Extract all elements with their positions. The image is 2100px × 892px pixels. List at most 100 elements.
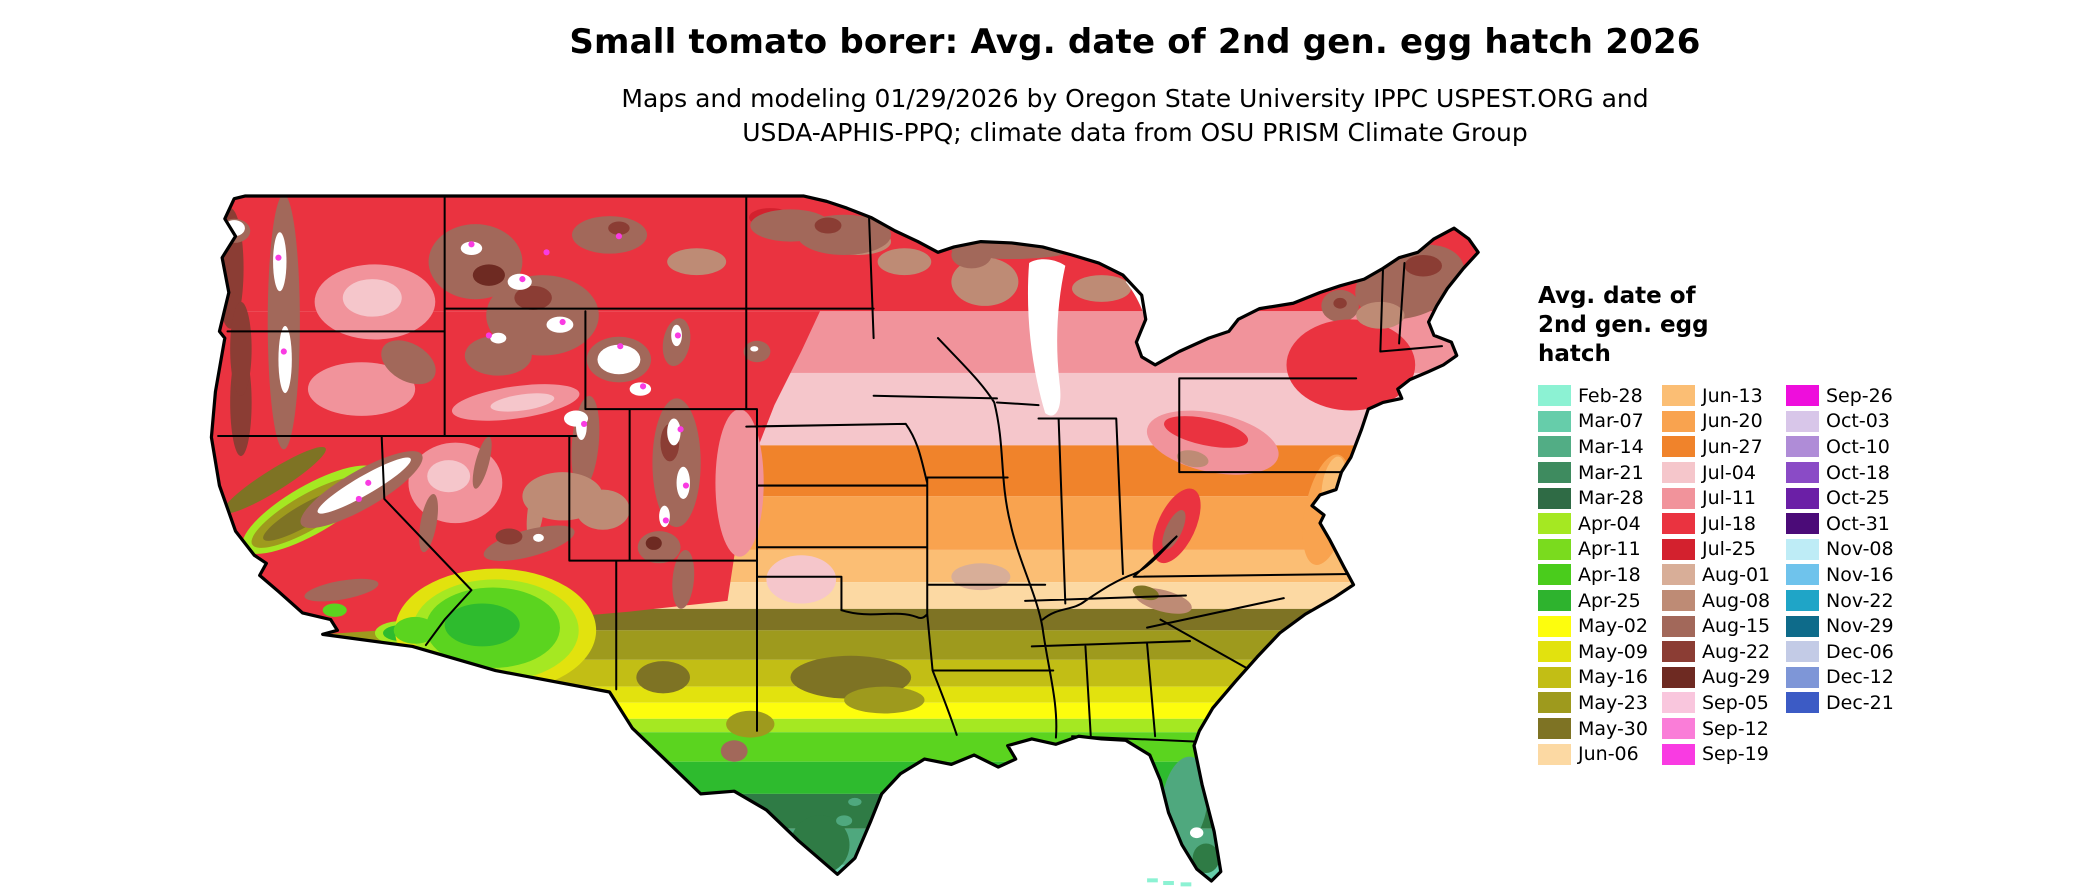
legend-label: Nov-22: [1826, 589, 1894, 612]
legend-item-Nov-08: Nov-08: [1786, 537, 1910, 563]
legend-item-Sep-26: Sep-26: [1786, 383, 1910, 409]
map-high-elevation-specks: [275, 233, 690, 524]
legend-label: Aug-29: [1702, 666, 1771, 689]
legend-swatch: [1538, 385, 1571, 407]
legend-swatch: [1786, 692, 1819, 714]
legend-item-May-09: May-09: [1538, 639, 1662, 665]
legend-label: Sep-26: [1826, 384, 1893, 407]
legend-swatch: [1662, 718, 1695, 740]
legend-label: Jul-18: [1702, 512, 1756, 535]
legend-label: Mar-21: [1578, 461, 1644, 484]
legend-swatch: [1786, 385, 1819, 407]
legend-item-Jul-11: Jul-11: [1662, 485, 1786, 511]
legend-item-Oct-31: Oct-31: [1786, 511, 1910, 537]
legend-swatch: [1662, 564, 1695, 586]
legend-label: Apr-04: [1578, 512, 1641, 535]
legend-item-May-16: May-16: [1538, 665, 1662, 691]
legend-label: Mar-07: [1578, 410, 1644, 433]
legend-item-Mar-21: Mar-21: [1538, 460, 1662, 486]
legend-swatch: [1662, 410, 1695, 432]
legend-item-Aug-01: Aug-01: [1662, 562, 1786, 588]
legend-item-Sep-19: Sep-19: [1662, 741, 1786, 767]
legend-item-Apr-11: Apr-11: [1538, 537, 1662, 563]
legend-swatch: [1538, 436, 1571, 458]
legend-swatch: [1662, 538, 1695, 560]
legend-swatch: [1786, 538, 1819, 560]
legend-label: Dec-12: [1826, 666, 1894, 689]
legend-item-Aug-22: Aug-22: [1662, 639, 1786, 665]
legend-swatch: [1662, 666, 1695, 688]
legend-column: Feb-28 Mar-07 Mar-14 Mar-21 Mar-28 Apr-04 Apr-…: [1538, 383, 1662, 767]
legend-item-Oct-25: Oct-25: [1786, 485, 1910, 511]
legend-item-Mar-14: Mar-14: [1538, 434, 1662, 460]
legend-item-Sep-05: Sep-05: [1662, 690, 1786, 716]
legend-swatch: [1786, 564, 1819, 586]
us-map: [198, 185, 1505, 888]
legend-label: Oct-18: [1826, 461, 1890, 484]
legend-label: Dec-21: [1826, 691, 1894, 714]
legend-item-Jun-06: Jun-06: [1538, 741, 1662, 767]
legend-swatch: [1662, 641, 1695, 663]
legend-swatch: [1538, 692, 1571, 714]
legend-label: Jun-27: [1702, 435, 1763, 458]
legend-item-Mar-28: Mar-28: [1538, 485, 1662, 511]
legend-item-Apr-04: Apr-04: [1538, 511, 1662, 537]
legend-label: Oct-10: [1826, 435, 1890, 458]
legend-swatch: [1786, 590, 1819, 612]
legend-label: Mar-14: [1578, 435, 1644, 458]
state-boundaries: [217, 196, 1444, 743]
legend-swatch: [1538, 641, 1571, 663]
legend-item-Mar-07: Mar-07: [1538, 409, 1662, 435]
legend-swatch: [1786, 410, 1819, 432]
subtitle-line-2: USDA-APHIS-PPQ; climate data from OSU PR…: [742, 118, 1528, 147]
legend-label: Apr-25: [1578, 589, 1641, 612]
legend-swatch: [1538, 590, 1571, 612]
legend-swatch: [1786, 641, 1819, 663]
legend-item-May-02: May-02: [1538, 613, 1662, 639]
legend-label: Jun-13: [1702, 384, 1763, 407]
legend-item-Jul-18: Jul-18: [1662, 511, 1786, 537]
legend-swatch: [1538, 666, 1571, 688]
legend-swatch: [1538, 513, 1571, 535]
legend-label: Sep-19: [1702, 743, 1769, 766]
map-legend: Avg. date of 2nd gen. egg hatch Feb-28 Ma…: [1538, 282, 2008, 767]
legend-item-Oct-10: Oct-10: [1786, 434, 1910, 460]
map-western-mountains: [216, 196, 916, 609]
legend-label: Jun-06: [1578, 743, 1639, 766]
legend-swatch: [1662, 615, 1695, 637]
legend-item-Sep-12: Sep-12: [1662, 716, 1786, 742]
legend-title: Avg. date of 2nd gen. egg hatch: [1538, 283, 1709, 367]
legend-swatch: [1786, 666, 1819, 688]
legend-label: Mar-28: [1578, 487, 1644, 510]
legend-item-Aug-15: Aug-15: [1662, 613, 1786, 639]
legend-label: Sep-05: [1702, 691, 1769, 714]
legend-label: Sep-12: [1702, 717, 1769, 740]
legend-item-Apr-25: Apr-25: [1538, 588, 1662, 614]
legend-label: Nov-08: [1826, 538, 1894, 561]
legend-item-Nov-16: Nov-16: [1786, 562, 1910, 588]
legend-swatch: [1662, 743, 1695, 765]
legend-item-Feb-28: Feb-28: [1538, 383, 1662, 409]
legend-label: Aug-01: [1702, 563, 1771, 586]
legend-label: Oct-03: [1826, 410, 1890, 433]
legend-item-Jul-25: Jul-25: [1662, 537, 1786, 563]
legend-swatch: [1538, 615, 1571, 637]
legend-label: Jun-20: [1702, 410, 1763, 433]
legend-label: Aug-08: [1702, 589, 1771, 612]
map-california: [222, 301, 429, 646]
map-desert-southwest: [393, 568, 925, 762]
legend-label: Nov-16: [1826, 563, 1894, 586]
legend-swatch: [1786, 462, 1819, 484]
legend-label: May-30: [1578, 717, 1648, 740]
us-border-outline: [209, 194, 1480, 883]
legend-swatch: [1538, 487, 1571, 509]
legend-swatch: [1786, 615, 1819, 637]
legend-label: Apr-11: [1578, 538, 1641, 561]
legend-label: Jul-04: [1702, 461, 1756, 484]
legend-item-Oct-03: Oct-03: [1786, 409, 1910, 435]
legend-label: Oct-25: [1826, 487, 1890, 510]
legend-label: May-02: [1578, 615, 1648, 638]
legend-label: Oct-31: [1826, 512, 1890, 535]
legend-item-Jun-13: Jun-13: [1662, 383, 1786, 409]
legend-swatch: [1662, 436, 1695, 458]
